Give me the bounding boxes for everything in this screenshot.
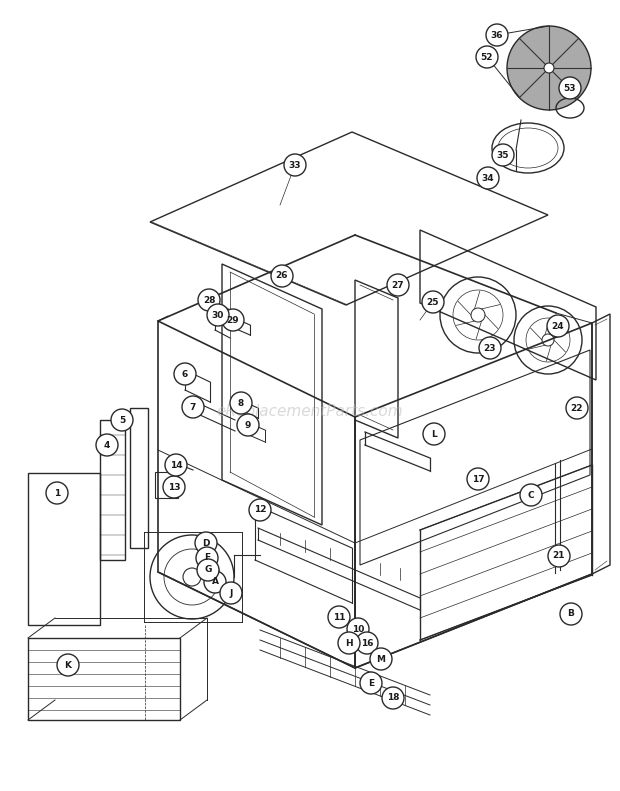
Circle shape bbox=[284, 154, 306, 176]
Circle shape bbox=[195, 532, 217, 554]
Circle shape bbox=[271, 265, 293, 287]
Text: 26: 26 bbox=[276, 271, 288, 281]
Circle shape bbox=[486, 24, 508, 46]
Circle shape bbox=[249, 499, 271, 521]
Circle shape bbox=[46, 482, 68, 504]
Text: 52: 52 bbox=[480, 52, 494, 62]
Text: 4: 4 bbox=[104, 441, 110, 449]
Circle shape bbox=[544, 63, 554, 73]
Circle shape bbox=[566, 397, 588, 419]
Circle shape bbox=[207, 304, 229, 326]
Circle shape bbox=[507, 26, 591, 110]
Text: 7: 7 bbox=[190, 403, 196, 411]
Text: G: G bbox=[205, 566, 211, 574]
Circle shape bbox=[222, 309, 244, 331]
Text: 25: 25 bbox=[427, 297, 439, 306]
Text: H: H bbox=[345, 638, 353, 648]
Circle shape bbox=[560, 603, 582, 625]
Circle shape bbox=[165, 454, 187, 476]
Circle shape bbox=[423, 423, 445, 445]
Text: 27: 27 bbox=[392, 281, 404, 290]
Circle shape bbox=[338, 632, 360, 654]
Circle shape bbox=[370, 648, 392, 670]
Text: 30: 30 bbox=[212, 311, 224, 320]
Circle shape bbox=[204, 571, 226, 593]
Text: 9: 9 bbox=[245, 421, 251, 430]
Circle shape bbox=[520, 484, 542, 506]
Circle shape bbox=[57, 654, 79, 676]
Circle shape bbox=[220, 582, 242, 604]
Text: 33: 33 bbox=[289, 161, 301, 169]
Text: 8: 8 bbox=[238, 399, 244, 407]
Text: 1: 1 bbox=[54, 489, 60, 498]
Circle shape bbox=[476, 46, 498, 68]
Circle shape bbox=[182, 396, 204, 418]
Circle shape bbox=[479, 337, 501, 359]
Text: 6: 6 bbox=[182, 369, 188, 379]
Circle shape bbox=[360, 672, 382, 694]
Text: A: A bbox=[211, 577, 218, 586]
Circle shape bbox=[196, 547, 218, 569]
Text: 10: 10 bbox=[352, 625, 364, 634]
Text: L: L bbox=[431, 430, 437, 438]
Text: M: M bbox=[376, 654, 386, 664]
Text: 53: 53 bbox=[564, 84, 576, 93]
Text: eReplacementParts.com: eReplacementParts.com bbox=[216, 404, 404, 418]
Text: 12: 12 bbox=[254, 505, 266, 514]
Text: 21: 21 bbox=[553, 551, 565, 561]
Text: 23: 23 bbox=[484, 343, 496, 353]
Text: B: B bbox=[567, 610, 575, 619]
Text: 35: 35 bbox=[497, 150, 509, 160]
Text: 36: 36 bbox=[491, 31, 503, 40]
Circle shape bbox=[230, 392, 252, 414]
Text: 11: 11 bbox=[333, 612, 345, 622]
Circle shape bbox=[163, 476, 185, 498]
Circle shape bbox=[198, 289, 220, 311]
Circle shape bbox=[111, 409, 133, 431]
Circle shape bbox=[197, 559, 219, 581]
Text: 28: 28 bbox=[203, 296, 215, 305]
Circle shape bbox=[96, 434, 118, 456]
Circle shape bbox=[237, 414, 259, 436]
Text: 5: 5 bbox=[119, 415, 125, 425]
Circle shape bbox=[547, 315, 569, 337]
Text: 18: 18 bbox=[387, 694, 399, 702]
Text: 13: 13 bbox=[168, 483, 180, 491]
Text: 34: 34 bbox=[482, 173, 494, 183]
Text: 14: 14 bbox=[170, 460, 182, 470]
Circle shape bbox=[492, 144, 514, 166]
Circle shape bbox=[477, 167, 499, 189]
Text: F: F bbox=[204, 554, 210, 562]
Circle shape bbox=[559, 77, 581, 99]
Circle shape bbox=[422, 291, 444, 313]
Circle shape bbox=[467, 468, 489, 490]
Circle shape bbox=[347, 618, 369, 640]
Circle shape bbox=[382, 687, 404, 709]
Circle shape bbox=[328, 606, 350, 628]
Text: 17: 17 bbox=[472, 475, 484, 483]
Circle shape bbox=[387, 274, 409, 296]
Circle shape bbox=[174, 363, 196, 385]
Circle shape bbox=[548, 545, 570, 567]
Text: J: J bbox=[229, 589, 232, 597]
Text: 29: 29 bbox=[227, 316, 239, 324]
Circle shape bbox=[356, 632, 378, 654]
Text: 16: 16 bbox=[361, 638, 373, 648]
Text: C: C bbox=[528, 490, 534, 499]
Text: D: D bbox=[202, 539, 210, 547]
Text: K: K bbox=[64, 660, 71, 669]
Text: 22: 22 bbox=[571, 403, 583, 412]
Text: 24: 24 bbox=[552, 321, 564, 331]
Text: E: E bbox=[368, 679, 374, 687]
